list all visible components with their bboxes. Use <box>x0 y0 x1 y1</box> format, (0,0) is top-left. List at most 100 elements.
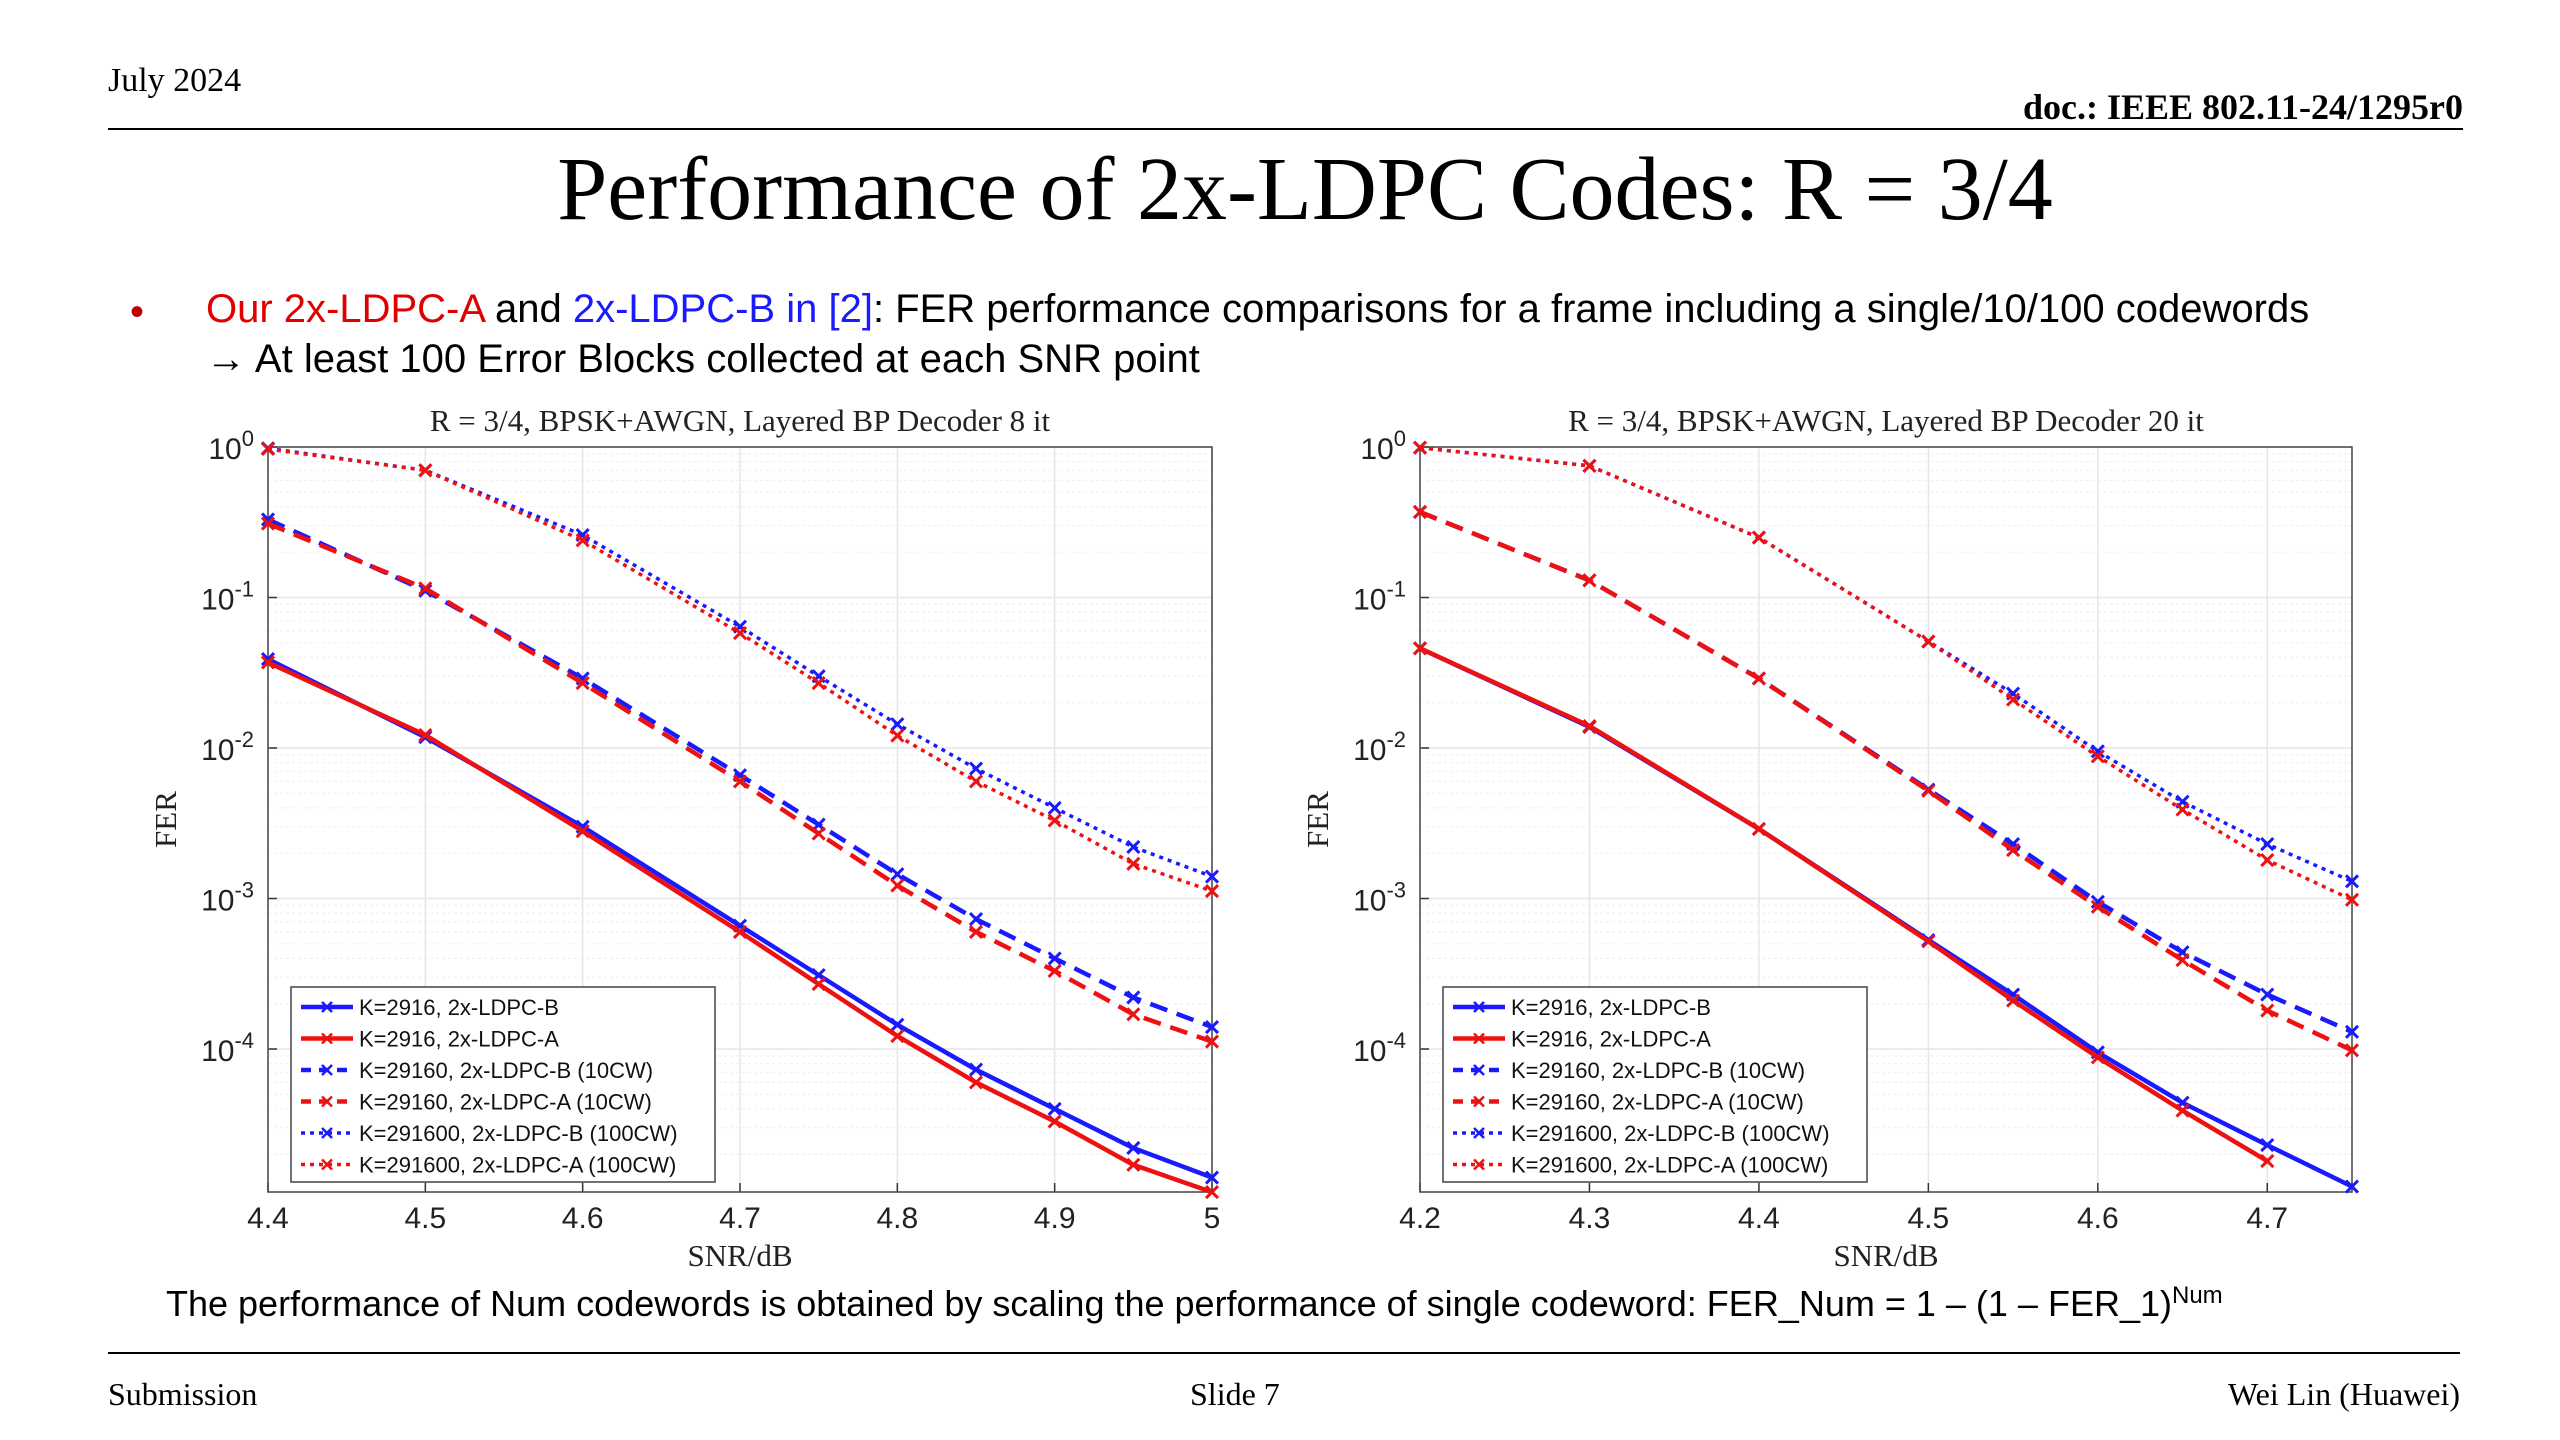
data-point <box>2344 874 2360 889</box>
data-point <box>2175 953 2190 968</box>
data-point <box>968 761 984 776</box>
scaling-note-sup: Num <box>2171 1282 2223 1309</box>
data-point <box>2344 1043 2360 1058</box>
x-tick-label: 4.5 <box>1908 1202 1950 1235</box>
bullet-line-1: Our 2x-LDPC-A and 2x-LDPC-B in [2]: FER … <box>206 287 2309 332</box>
y-tick-label: 10-3 <box>201 878 254 918</box>
legend-marker <box>321 1158 333 1171</box>
data-point <box>260 441 276 457</box>
data-point <box>2260 987 2275 1002</box>
legend-entry: K=2916, 2x-LDPC-A <box>359 1027 559 1052</box>
data-point <box>1047 963 1062 979</box>
data-point <box>1582 458 1597 473</box>
data-point <box>2090 899 2105 914</box>
x-tick-label: 4.3 <box>1569 1202 1611 1235</box>
bullet-part-b: 2x-LDPC-B in [2] <box>572 287 873 331</box>
data-point <box>575 824 590 839</box>
data-point <box>2006 842 2021 858</box>
data-point <box>418 581 433 596</box>
legend-marker <box>1473 1001 1485 1013</box>
x-axis-label: SNR/dB <box>1833 1238 1938 1273</box>
x-tick-label: 4.6 <box>562 1202 604 1235</box>
header-divider <box>108 128 2463 130</box>
data-point <box>1204 884 1220 899</box>
legend-marker <box>321 1095 333 1108</box>
data-point <box>890 867 905 882</box>
data-point <box>968 924 984 939</box>
data-point <box>418 727 433 743</box>
data-point <box>2260 1003 2275 1018</box>
legend-marker <box>321 1064 333 1076</box>
y-tick-label: 10-4 <box>201 1028 254 1068</box>
y-tick-label: 10-1 <box>201 577 254 617</box>
legend-marker <box>1473 1158 1485 1171</box>
data-point <box>2260 837 2275 852</box>
data-point <box>1126 990 1141 1005</box>
legend-box <box>1442 986 1868 1183</box>
slide-title: Performance of 2x-LDPC Codes: R = 3/4 <box>557 140 2053 239</box>
legend-box <box>290 986 716 1183</box>
data-point <box>1204 1170 1220 1185</box>
data-point <box>1126 1007 1141 1022</box>
data-point <box>811 826 826 841</box>
data-point <box>890 728 905 743</box>
footer-author: Wei Lin (Huawei) <box>2228 1376 2460 1412</box>
data-point <box>260 655 276 670</box>
data-point <box>2090 744 2105 759</box>
series-line <box>267 447 1213 893</box>
data-point <box>968 1075 984 1090</box>
legend: K=2916, 2x-LDPC-B K=2916, 2x-LDPC-A K=2916… <box>1442 986 1868 1183</box>
y-tick-label: 10-3 <box>1353 878 1406 918</box>
series-line <box>267 446 1213 879</box>
x-tick-label: 4.8 <box>876 1202 918 1235</box>
legend-marker <box>321 1127 333 1139</box>
bullet-part-and: and <box>483 287 573 331</box>
bullet-part-rest: : FER performance comparisons for a fram… <box>872 287 2310 331</box>
data-point <box>1047 1101 1062 1116</box>
data-point <box>968 912 984 927</box>
data-point <box>1047 813 1062 828</box>
footer-divider <box>108 1352 2460 1354</box>
y-tick-label: 10-4 <box>1353 1028 1406 1068</box>
data-point <box>732 924 748 939</box>
data-point <box>1047 951 1062 966</box>
data-point <box>1751 821 1766 836</box>
data-point <box>2175 802 2190 817</box>
data-point <box>575 676 590 691</box>
legend-marker <box>1473 1127 1485 1139</box>
chart-1: 100 10-1 10-2 10-3 10-4 4.4 4.5 4.6 4.7 4.8 4.9 5 R … <box>148 403 1220 1273</box>
data-point <box>2006 993 2021 1008</box>
data-point <box>2260 1154 2275 1169</box>
data-point <box>1921 783 1936 798</box>
data-point <box>732 626 748 641</box>
header-date: July 2024 <box>108 62 242 99</box>
data-point <box>2260 853 2275 868</box>
data-point <box>418 463 433 478</box>
legend-marker <box>321 1032 333 1045</box>
series-line <box>267 521 1213 1044</box>
y-tick-label: 10-2 <box>201 727 254 767</box>
y-tick-label: 10-1 <box>1353 577 1406 617</box>
plot-frame <box>1419 446 2353 1193</box>
data-point <box>968 774 984 789</box>
x-axis-label: SNR/dB <box>687 1238 792 1273</box>
data-point <box>2344 1179 2360 1194</box>
x-tick-label: 4.9 <box>1034 1202 1076 1235</box>
header-doc-id: doc.: IEEE 802.11-24/1295r0 <box>2022 87 2463 127</box>
legend-marker <box>1473 1064 1485 1076</box>
y-axis-label: FER <box>1300 791 1335 848</box>
data-point <box>1126 856 1141 871</box>
legend-marker <box>1473 1032 1485 1045</box>
legend-marker <box>321 1001 333 1013</box>
data-point <box>2344 892 2360 907</box>
x-tick-label: 4.7 <box>719 1202 761 1235</box>
legend-entry: K=29160, 2x-LDPC-A (10CW) <box>359 1090 652 1115</box>
data-point <box>1751 671 1766 686</box>
x-tick-label: 4.2 <box>1399 1202 1441 1235</box>
chart-title: R = 3/4, BPSK+AWGN, Layered BP Decoder 8… <box>430 403 1051 438</box>
x-tick-label: 4.5 <box>404 1202 446 1235</box>
x-tick-label: 4.4 <box>1738 1202 1780 1235</box>
legend-entry: K=29160, 2x-LDPC-B (10CW) <box>1511 1058 1805 1083</box>
data-point <box>890 878 905 893</box>
x-tick-label: 4.6 <box>2077 1202 2119 1235</box>
